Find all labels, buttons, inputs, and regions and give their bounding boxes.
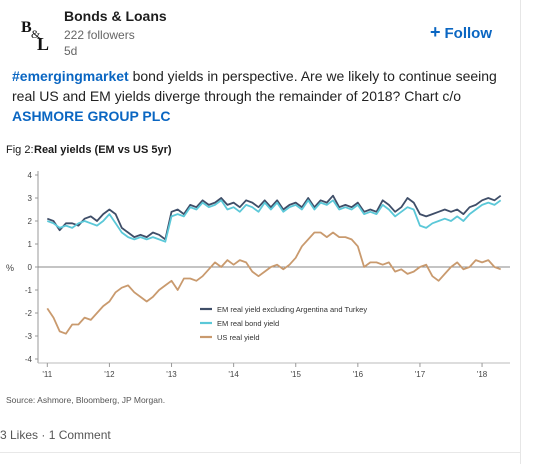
comments-count[interactable]: 1 Comment — [48, 428, 111, 442]
y-tick-label: 1 — [28, 240, 33, 249]
svg-text:L: L — [37, 34, 49, 54]
plus-icon: + — [430, 22, 441, 42]
x-tick-label: '16 — [353, 370, 364, 379]
x-tick-label: '15 — [291, 370, 302, 379]
legend-label: EM real yield excluding Argentina and Tu… — [217, 305, 367, 314]
chart-fig-label: Fig 2: — [6, 144, 34, 156]
y-tick-label: 2 — [28, 217, 33, 226]
post-age: 5d — [64, 44, 78, 58]
svg-text:B: B — [21, 19, 32, 36]
likes-count[interactable]: 3 Likes — [0, 428, 39, 442]
x-tick-label: '11 — [42, 370, 52, 379]
real-yields-chart: Fig 2: Real yields (EM vs US 5yr) % Sour… — [6, 144, 510, 405]
chart-image[interactable]: Fig 2: Real yields (EM vs US 5yr) % Sour… — [0, 135, 520, 417]
y-tick-label: -2 — [25, 309, 33, 318]
y-tick-label: -4 — [25, 355, 33, 364]
social-counts: 3 Likes · 1 Comment — [0, 428, 111, 442]
post-card — [520, 0, 521, 464]
y-axis-label: % — [6, 263, 14, 273]
hashtag-link[interactable]: #emergingmarket — [12, 68, 129, 84]
divider — [0, 452, 520, 453]
follow-label: Follow — [444, 25, 493, 42]
post-text: #emergingmarket bond yields in perspecti… — [12, 66, 512, 126]
post-body: bond yields in perspective. Are we likel… — [12, 68, 497, 104]
author-name[interactable]: Bonds & Loans — [64, 8, 167, 24]
follower-count: 222 followers — [64, 28, 135, 42]
company-logo[interactable]: B & L — [18, 14, 58, 54]
chart-title: Real yields (EM vs US 5yr) — [34, 144, 172, 156]
y-tick-label: -3 — [25, 332, 33, 341]
y-tick-label: 3 — [28, 194, 33, 203]
series-line-3 — [46, 231, 502, 335]
y-tick-label: -1 — [25, 286, 33, 295]
y-tick-label: 4 — [28, 171, 33, 180]
post-header: B & L Bonds & Loans 222 followers 5d + Fo… — [10, 8, 515, 60]
count-separator: · — [38, 428, 49, 442]
x-tick-label: '14 — [228, 370, 239, 379]
x-tick-label: '18 — [477, 370, 488, 379]
series-line-1 — [46, 194, 502, 241]
series-line-2 — [46, 199, 502, 243]
x-tick-label: '17 — [415, 370, 426, 379]
x-tick-label: '12 — [104, 370, 115, 379]
follow-button[interactable]: + Follow — [430, 22, 492, 43]
y-tick-label: 0 — [28, 263, 33, 272]
legend-label: US real yield — [217, 333, 260, 342]
x-tick-label: '13 — [166, 370, 177, 379]
chart-source: Source: Ashmore, Bloomberg, JP Morgan. — [6, 395, 165, 405]
company-mention-link[interactable]: ASHMORE GROUP PLC — [12, 108, 171, 124]
legend-label: EM real bond yield — [217, 319, 279, 328]
svg-text:&: & — [31, 27, 41, 41]
